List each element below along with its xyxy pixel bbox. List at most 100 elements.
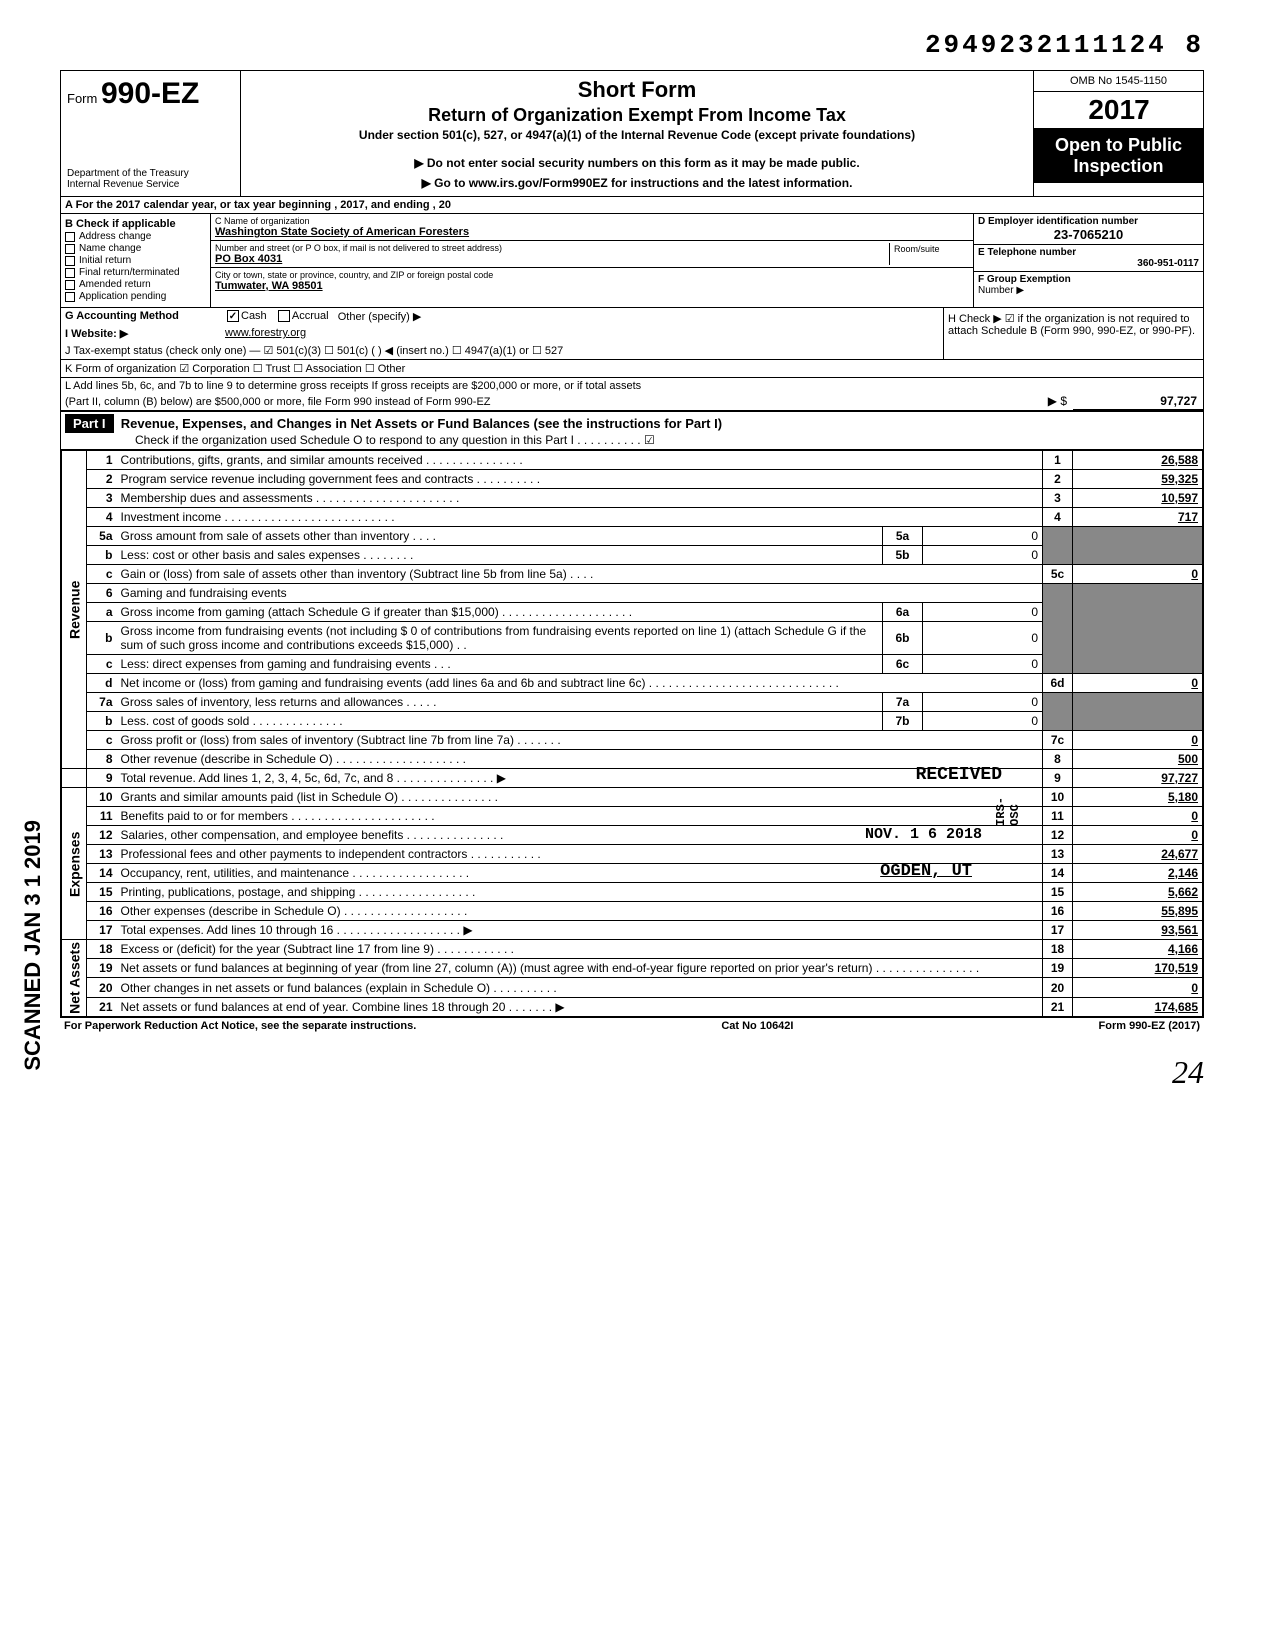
- expenses-sidelabel: Expenses: [62, 788, 87, 940]
- note-ssn: ▶ Do not enter social security numbers o…: [251, 156, 1023, 170]
- g-h-row: G Accounting Method ✓Cash Accrual Other …: [61, 308, 1203, 360]
- line-21-desc: Net assets or fund balances at end of ye…: [117, 997, 1043, 1016]
- sub-7b: 7b: [883, 712, 923, 731]
- part-i-header: Part I Revenue, Expenses, and Changes in…: [61, 410, 1203, 450]
- val-6a: 0: [923, 603, 1043, 622]
- gross-receipts: 97,727: [1073, 394, 1203, 410]
- sub-6b: 6b: [883, 622, 923, 655]
- line-17-desc: Total expenses. Add lines 10 through 16 …: [117, 921, 1043, 940]
- col-b-header: B Check if applicable: [65, 218, 206, 230]
- val-7b: 0: [923, 712, 1043, 731]
- line-16-desc: Other expenses (describe in Schedule O) …: [117, 902, 1043, 921]
- line-19-amt: 170,519: [1073, 959, 1203, 978]
- line-3-desc: Membership dues and assessments . . . . …: [117, 489, 1043, 508]
- line-5c-amt: 0: [1073, 565, 1203, 584]
- g-cash: Cash: [241, 310, 267, 323]
- line-13-desc: Professional fees and other payments to …: [117, 845, 1043, 864]
- line-19-desc: Net assets or fund balances at beginning…: [117, 959, 1043, 978]
- revenue-sidelabel: Revenue: [62, 451, 87, 769]
- org-name-label: C Name of organization: [215, 216, 969, 226]
- accrual-checkbox[interactable]: [278, 310, 290, 322]
- netassets-sidelabel: Net Assets: [62, 940, 87, 1017]
- part-i-title: Revenue, Expenses, and Changes in Net As…: [121, 416, 722, 431]
- line-h: H Check ▶ ☑ if the organization is not r…: [943, 308, 1203, 359]
- part-i-bar: Part I: [65, 414, 114, 433]
- chk-label: Final return/terminated: [79, 267, 180, 278]
- scanned-stamp: SCANNED JAN 3 1 2019: [20, 820, 46, 1071]
- ein-label: D Employer identification number: [978, 216, 1199, 227]
- chk-amended[interactable]: Amended return: [65, 279, 206, 290]
- irs-osc-stamp: IRS-OSC: [994, 797, 1022, 826]
- col-b-checkboxes: B Check if applicable Address change Nam…: [61, 214, 211, 307]
- col-d-e-f: D Employer identification number 23-7065…: [973, 214, 1203, 307]
- line-8-desc: Other revenue (describe in Schedule O) .…: [117, 750, 1043, 769]
- cash-checkbox[interactable]: ✓: [227, 310, 239, 322]
- form-container: Form 990-EZ Department of the Treasury I…: [60, 70, 1204, 1018]
- rnum-7c: 7c: [1043, 731, 1073, 750]
- line-a: A For the 2017 calendar year, or tax yea…: [61, 197, 1203, 213]
- sub-5b: 5b: [883, 546, 923, 565]
- line-i: I Website: ▶ www.forestry.org: [61, 325, 943, 342]
- line-12-desc: Salaries, other compensation, and employ…: [117, 826, 1043, 845]
- year-prefix: 20: [1088, 94, 1119, 125]
- line-6b-desc: Gross income from fundraising events (no…: [117, 622, 883, 655]
- line-3-amt: 10,597: [1073, 489, 1203, 508]
- chk-address-change[interactable]: Address change: [65, 231, 206, 242]
- line-9-amt: 97,727: [1073, 769, 1203, 788]
- line-2-amt: 59,325: [1073, 470, 1203, 489]
- chk-label: Initial return: [79, 255, 131, 266]
- sub-5a: 5a: [883, 527, 923, 546]
- g-label: G Accounting Method: [65, 310, 225, 323]
- chk-name-change[interactable]: Name change: [65, 243, 206, 254]
- footer-mid: Cat No 10642I: [721, 1020, 793, 1032]
- line-l2-row: (Part II, column (B) below) are $500,000…: [61, 394, 1203, 410]
- line-15-amt: 5,662: [1073, 883, 1203, 902]
- org-name-row: C Name of organization Washington State …: [211, 214, 973, 241]
- val-6b: 0: [923, 622, 1043, 655]
- date-stamp: NOV. 1 6 2018: [865, 826, 982, 843]
- g-other: Other (specify) ▶: [338, 310, 422, 323]
- part-i-sub: Check if the organization used Schedule …: [65, 433, 1199, 447]
- open-to-public: Open to Public Inspection: [1034, 129, 1203, 183]
- line-k: K Form of organization ☑ Corporation ☐ T…: [61, 360, 1203, 378]
- chk-label: Address change: [79, 231, 151, 242]
- line-16-amt: 55,895: [1073, 902, 1203, 921]
- grp-number-label: Number ▶: [978, 285, 1199, 296]
- sub-7a: 7a: [883, 693, 923, 712]
- chk-final-return[interactable]: Final return/terminated: [65, 267, 206, 278]
- header-left: Form 990-EZ Department of the Treasury I…: [61, 71, 241, 196]
- line-a-row: A For the 2017 calendar year, or tax yea…: [61, 197, 1203, 214]
- form-year: 2017: [1034, 92, 1203, 129]
- grp-label: F Group Exemption: [978, 274, 1199, 285]
- chk-label: Application pending: [79, 291, 166, 302]
- line-11-desc: Benefits paid to or for members . . . . …: [117, 807, 1043, 826]
- sub-6c: 6c: [883, 655, 923, 674]
- line-20-desc: Other changes in net assets or fund bala…: [117, 978, 1043, 997]
- title-short-form: Short Form: [251, 77, 1023, 103]
- rnum-5c: 5c: [1043, 565, 1073, 584]
- form-number: 990-EZ: [101, 77, 199, 110]
- year-suffix: 17: [1120, 94, 1149, 125]
- line-j: J Tax-exempt status (check only one) — ☑…: [61, 342, 943, 359]
- val-5b: 0: [923, 546, 1043, 565]
- chk-initial-return[interactable]: Initial return: [65, 255, 206, 266]
- line-15-desc: Printing, publications, postage, and shi…: [117, 883, 1043, 902]
- col-c-org: C Name of organization Washington State …: [211, 214, 973, 307]
- line-g: G Accounting Method ✓Cash Accrual Other …: [61, 308, 943, 325]
- line-2-desc: Program service revenue including govern…: [117, 470, 1043, 489]
- org-city: Tumwater, WA 98501: [215, 280, 969, 292]
- g-accrual: Accrual: [292, 310, 329, 323]
- ogden-stamp: OGDEN, UT: [880, 862, 972, 881]
- line-6c-desc: Less: direct expenses from gaming and fu…: [117, 655, 883, 674]
- val-5a: 0: [923, 527, 1043, 546]
- line-1-desc: Contributions, gifts, grants, and simila…: [117, 451, 1043, 470]
- val-6c: 0: [923, 655, 1043, 674]
- line-14-desc: Occupancy, rent, utilities, and maintena…: [117, 864, 1043, 883]
- line-17-amt: 93,561: [1073, 921, 1203, 940]
- chk-app-pending[interactable]: Application pending: [65, 291, 206, 302]
- line-6-desc: Gaming and fundraising events: [117, 584, 1043, 603]
- line-7c-desc: Gross profit or (loss) from sales of inv…: [117, 731, 1043, 750]
- line-12-amt: 0: [1073, 826, 1203, 845]
- addr-label: Number and street (or P O box, if mail i…: [215, 243, 889, 253]
- form-header: Form 990-EZ Department of the Treasury I…: [61, 71, 1203, 197]
